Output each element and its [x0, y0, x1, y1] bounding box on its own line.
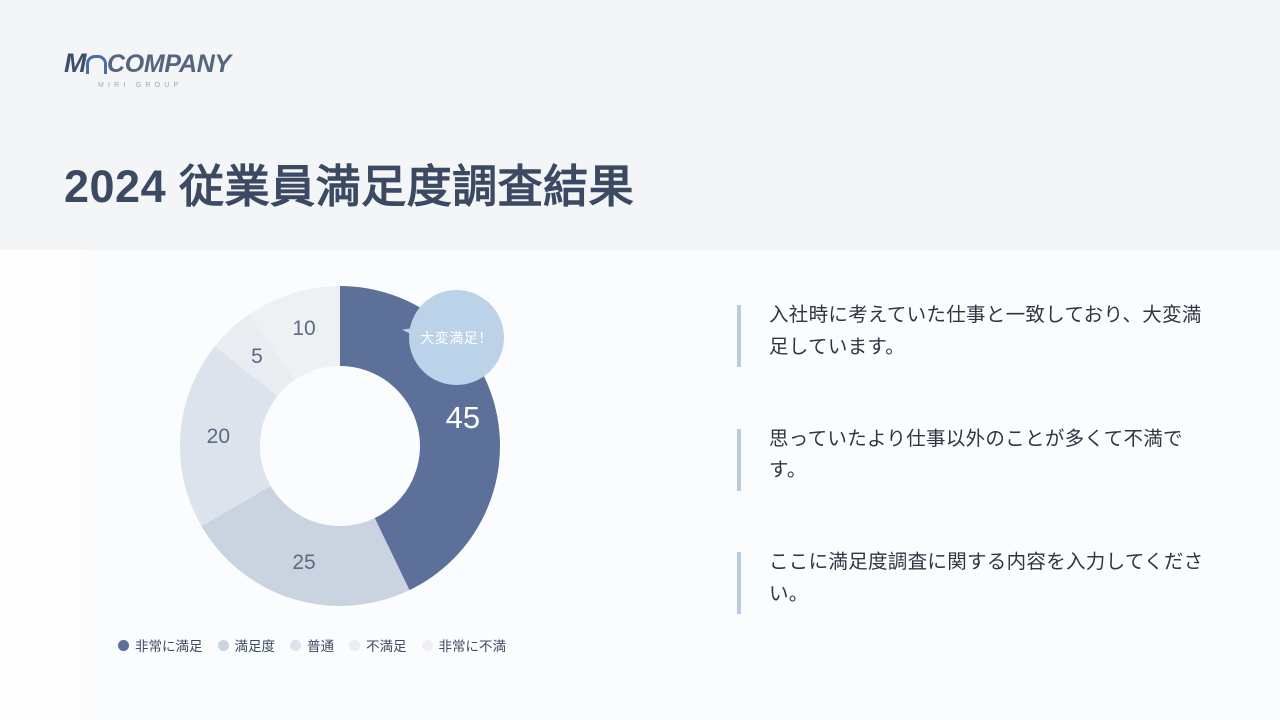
donut-slice-value: 25	[292, 550, 316, 574]
comment-accent-bar	[737, 552, 741, 615]
logo-subtitle: MIRI GROUP	[98, 82, 183, 89]
logo-company-text: COMPANY	[107, 50, 231, 78]
legend-swatch-icon	[118, 639, 129, 651]
legend-label: 普通	[307, 639, 334, 654]
page-title: 2024 従業員満足度調査結果	[64, 161, 635, 212]
legend-swatch-icon	[421, 639, 433, 651]
comment-block: 思っていたより仕事以外のことが多くて不満です。	[737, 424, 1217, 491]
comment-accent-bar	[737, 305, 741, 367]
arch-icon	[86, 55, 107, 74]
comment-list: 入社時に考えていた仕事と一致しており、大変満足しています。 思っていたより仕事以外…	[737, 300, 1217, 615]
header-band	[0, 0, 1280, 250]
donut-slice	[180, 346, 278, 526]
legend-label: 満足度	[234, 639, 276, 654]
donut-slice-value: 10	[292, 317, 316, 341]
donut-slice-value: 20	[206, 424, 231, 448]
legend-label: 非常に満足	[135, 639, 203, 654]
chart-legend: 非常に満足 満足度 普通 不満足 非常に不満	[118, 635, 506, 655]
donut-slice-value: 5	[251, 344, 263, 368]
satisfaction-donut-chart: 45 25 20 5 10 大変満足！	[160, 280, 530, 660]
logo-wordmark: M COMPANY	[64, 48, 264, 79]
donut-slice	[214, 313, 295, 397]
legend-item[interactable]: 普通	[290, 635, 334, 655]
comment-text: 入社時に考えていた仕事と一致しており、大変満足しています。	[769, 304, 1202, 358]
logo-letter-m: M	[64, 48, 87, 78]
legend-swatch-icon	[217, 639, 229, 651]
legend-item[interactable]: 不満足	[349, 635, 407, 655]
legend-label: 非常に不満	[438, 639, 507, 654]
donut-slice-value: 45	[445, 399, 481, 435]
legend-swatch-icon	[349, 639, 360, 651]
company-logo: M COMPANY MIRI GROUP	[64, 48, 264, 89]
speech-bubble-text: 大変満足！	[420, 329, 493, 346]
legend-item[interactable]: 非常に満足	[118, 635, 203, 655]
legend-label: 不満足	[366, 639, 407, 654]
donut-slice	[201, 486, 410, 606]
legend-swatch-icon	[290, 639, 301, 651]
comment-text: ここに満足度調査に関する内容を入力してください。	[769, 551, 1204, 605]
comment-block: ここに満足度調査に関する内容を入力してください。	[737, 547, 1217, 615]
donut-slice	[249, 286, 340, 380]
legend-item[interactable]: 非常に不満	[421, 635, 507, 655]
speech-bubble: 大変満足！	[409, 290, 504, 385]
legend-item[interactable]: 満足度	[217, 635, 276, 655]
comment-text: 思っていたより仕事以外のことが多くて不満です。	[769, 427, 1183, 482]
comment-accent-bar	[737, 428, 741, 491]
comment-block: 入社時に考えていた仕事と一致しており、大変満足しています。	[737, 300, 1217, 367]
